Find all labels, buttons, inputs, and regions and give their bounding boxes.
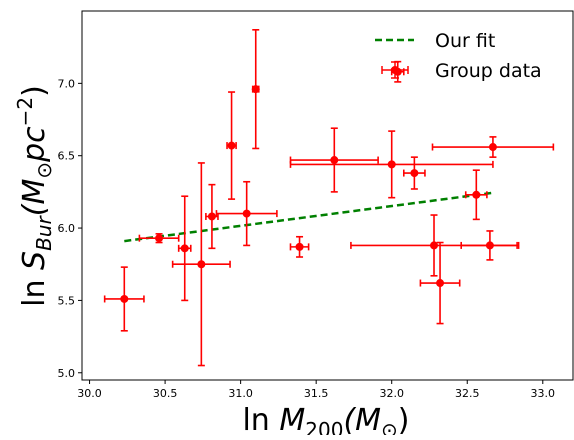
legend: Our fit Group data [375,30,542,82]
data-point [464,169,488,221]
fit-line [124,191,495,243]
point-marker [410,169,419,178]
chart-marks [103,29,555,367]
point-marker [120,294,129,303]
data-point [431,136,555,158]
point-marker [197,260,206,269]
y-tick-label: 5.0 [58,367,76,380]
point-marker [227,141,236,150]
point-marker [387,160,396,169]
x-tick-label: 32.5 [455,387,480,400]
axis-ticks: 30.0 30.5 31.0 31.5 32.0 32.5 33.0 5.0 5.5 6.0 6.5… [58,77,556,400]
x-tick-label: 30.5 [153,387,178,400]
data-point [289,235,310,258]
data-point [251,29,260,150]
point-marker [207,212,216,221]
point-marker [242,209,251,218]
legend-group-label: Group data [435,60,542,82]
legend-fit-label: Our fit [435,30,495,52]
point-marker [436,279,445,288]
y-tick-label: 6.5 [58,150,76,163]
data-point [138,233,180,244]
x-tick-label: 33.0 [531,387,556,400]
x-tick-label: 32.0 [379,387,404,400]
point-marker [155,234,164,243]
data-point [226,91,237,200]
point-marker [180,244,189,253]
point-marker [430,241,439,250]
data-point [419,241,461,325]
point-marker [472,190,481,199]
x-tick-label: 30.0 [77,387,102,400]
x-tick-label: 31.0 [228,387,253,400]
data-point [171,162,231,367]
point-marker [485,241,494,250]
y-tick-label: 7.0 [58,77,76,90]
data-point [289,130,494,199]
point-marker [330,156,339,165]
legend-group-swatch [381,61,409,79]
data-point [103,266,145,332]
y-tick-label: 5.5 [58,294,76,307]
data-point [177,195,192,302]
data-point [289,127,379,193]
y-tick-label: 6.0 [58,222,76,235]
data-point [402,156,426,190]
y-axis-label: ln SBur(M⊙pc−2) [13,85,56,307]
data-point [460,230,520,261]
x-tick-label: 31.5 [304,387,329,400]
point-marker [488,143,497,152]
plot-frame [81,10,574,381]
point-marker [251,85,260,94]
data-point [215,180,278,247]
point-marker [295,242,304,251]
